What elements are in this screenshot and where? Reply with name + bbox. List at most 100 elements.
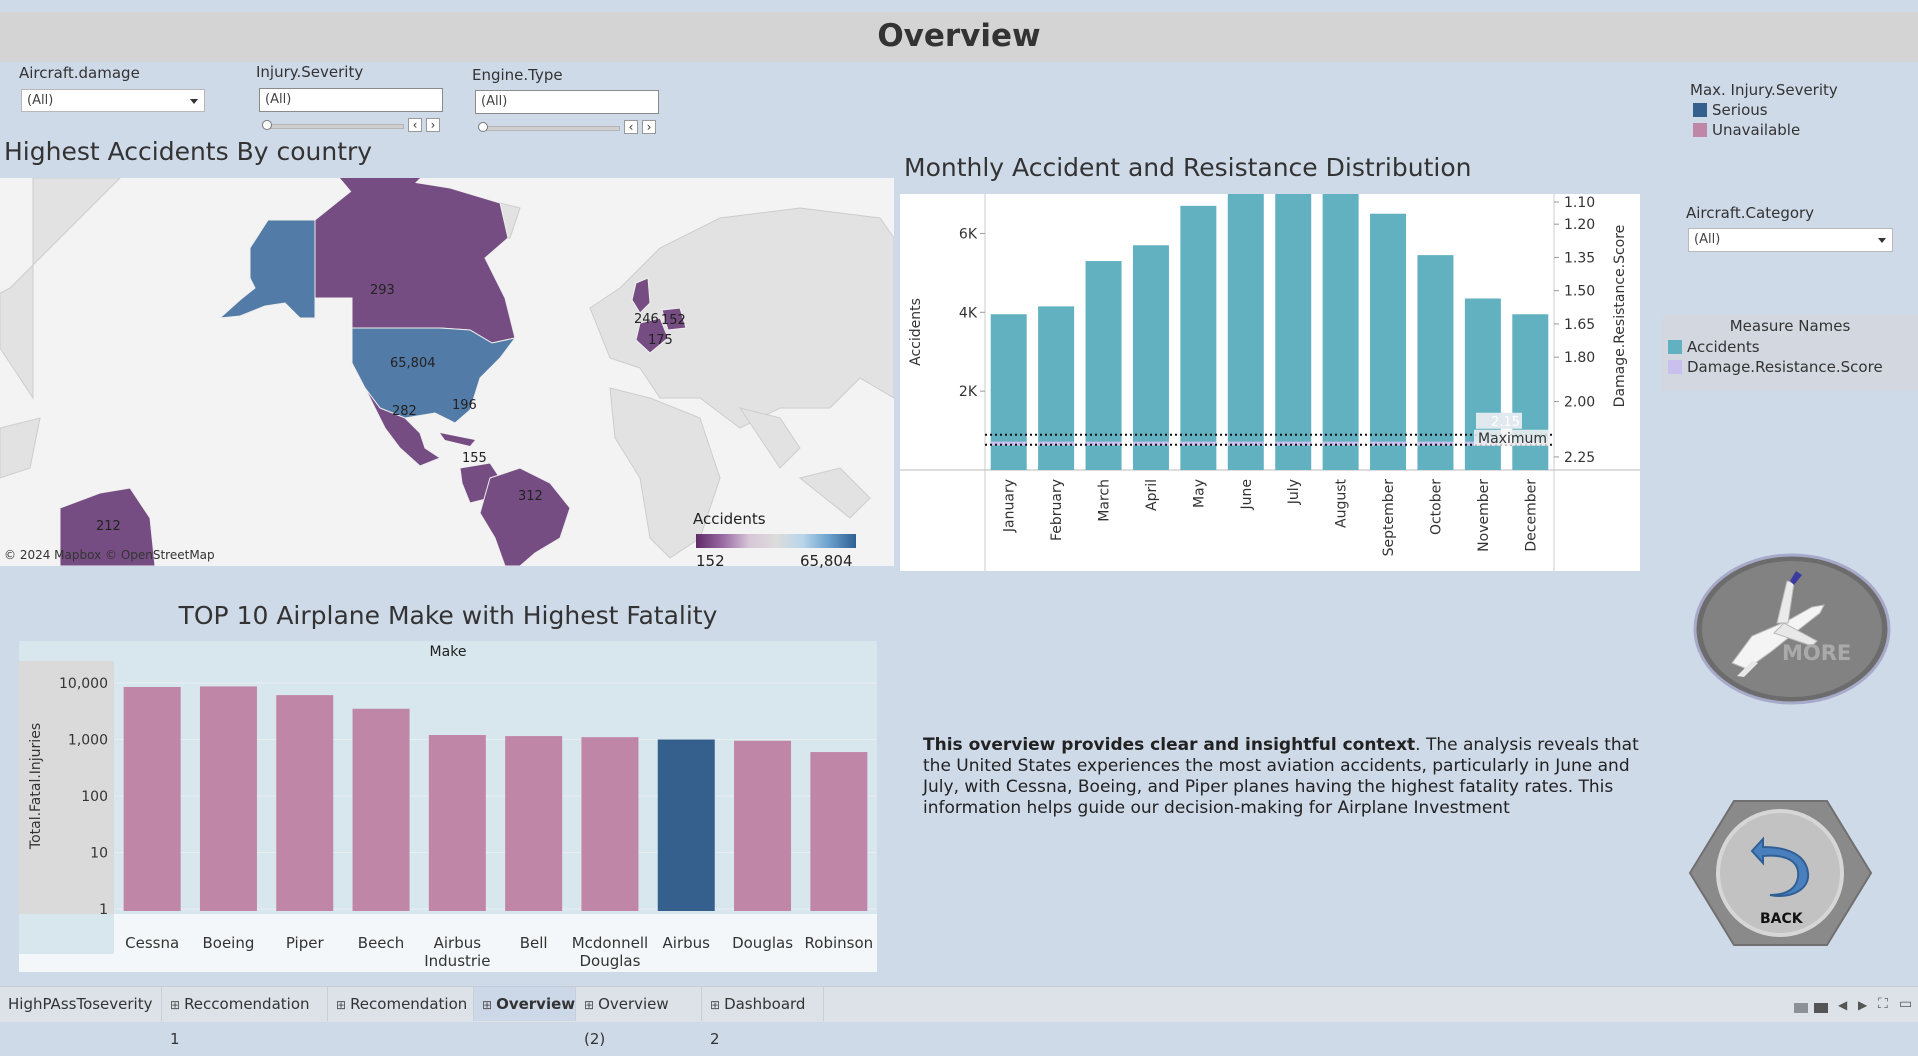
top10-bar-boeing [199, 686, 257, 911]
monthly-x-tick-october: October [1428, 479, 1444, 535]
map-region-mexico[interactable] [364, 387, 442, 467]
monthly-chart-title: Monthly Accident and Resistance Distribu… [904, 153, 1472, 182]
overview-summary-bold: This overview provides clear and insight… [923, 735, 1416, 755]
monthly-bar-may [1180, 205, 1217, 471]
presentation-icon[interactable]: ▭ [1899, 996, 1913, 1012]
engine-type-filter-label: Engine.Type [472, 66, 563, 84]
top10-x-tick-boeing: Boeing [202, 934, 254, 952]
injury-severity-prev-button[interactable]: ‹ [408, 118, 422, 132]
back-button[interactable]: BACK [1688, 799, 1873, 947]
top10-y-tick-label: 1,000 [68, 733, 108, 749]
top10-x-tick-robinson: Robinson [805, 934, 874, 952]
overview-summary-body: . The analysis reveals that the United S… [923, 735, 1639, 818]
monthly-x-tick-june: June [1239, 479, 1255, 511]
tab-overview-2[interactable]: ⊞ Overview (2) [576, 987, 702, 1048]
monthly-chart[interactable]: 2K 4K 6K 1.10 1.20 1.35 1.50 1.65 1.80 2.00 2.25 Ac… [900, 194, 1640, 571]
top10-chart[interactable]: 1 10 100 1,000 10,000 Total.Fatal.Injuries Ces… [19, 641, 877, 972]
top10-axis-panel [19, 661, 114, 914]
monthly-score-mark-june [1227, 441, 1264, 446]
monthly-reference-label-bg [1474, 429, 1550, 446]
map-canvas[interactable] [0, 177, 895, 567]
tab-recomendation[interactable]: ⊞ Recomendation [328, 987, 474, 1021]
top10-chart-canvas[interactable]: 1 10 100 1,000 10,000 Total.Fatal.Injuries Ces… [19, 641, 877, 972]
injury-severity-slider-track[interactable] [265, 124, 404, 129]
tab-overview[interactable]: ⊞ Overview [474, 987, 576, 1021]
map-title: Highest Accidents By country [4, 137, 373, 166]
legend-item-accidents[interactable]: Accidents [1668, 338, 1760, 356]
dashboard-icon: ⊞ [482, 998, 493, 1012]
page-title: Overview [877, 18, 1041, 54]
tab-dashboard-2[interactable]: ⊞ Dashboard 2 [702, 987, 824, 1048]
monthly-left-tick-label: 2K [959, 384, 978, 400]
aircraft-category-dropdown[interactable]: (All) [1688, 228, 1893, 252]
top10-bar-robinson [810, 752, 868, 911]
next-sheet-icon[interactable]: ▶ [1858, 998, 1868, 1012]
map-attribution: © 2024 Mapbox © OpenStreetMap [4, 548, 215, 562]
monthly-bar-march [1085, 261, 1122, 470]
injury-severity-input[interactable]: (All) [259, 88, 443, 112]
single-view-icon[interactable] [1814, 1003, 1828, 1013]
tab-reccomendation-1[interactable]: ⊞ Reccomendation 1 [162, 987, 328, 1048]
map-label-canada: 293 [370, 283, 395, 298]
engine-type-prev-button[interactable]: ‹ [624, 120, 638, 134]
monthly-score-mark-august [1322, 441, 1359, 446]
engine-type-input[interactable]: (All) [475, 90, 659, 114]
prev-sheet-icon[interactable]: ◀ [1838, 998, 1848, 1012]
map-legend-title: Accidents [693, 510, 766, 528]
map-label-brazil: 312 [518, 489, 543, 504]
injury-severity-next-button[interactable]: › [426, 118, 440, 132]
monthly-right-tick-label: 1.20 [1564, 217, 1595, 233]
dashboard-icon: ⊞ [336, 998, 347, 1012]
top10-x-tick-cessna: Cessna [125, 934, 179, 952]
monthly-score-mark-july [1275, 441, 1312, 446]
engine-type-slider-handle[interactable] [478, 122, 488, 132]
monthly-reference-label: Maximum [1478, 431, 1547, 447]
monthly-x-tick-august: August [1334, 478, 1350, 528]
tab-highpasstoseverity[interactable]: HighPAssToseverity [0, 987, 162, 1021]
engine-type-slider-track[interactable] [481, 126, 620, 131]
map-region-alaska[interactable] [218, 219, 316, 319]
aircraft-damage-filter-label: Aircraft.damage [19, 64, 140, 82]
legend-item-serious[interactable]: Serious [1693, 101, 1768, 119]
dashboard-icon: ⊞ [584, 998, 595, 1012]
monthly-score-mark-march [1085, 441, 1122, 446]
monthly-bar-august [1322, 194, 1359, 470]
legend-item-damage-resistance[interactable]: Damage.Resistance.Score [1668, 358, 1883, 376]
aircraft-damage-dropdown[interactable]: (All) [21, 89, 205, 112]
monthly-bar-april [1132, 245, 1169, 470]
top10-label-corner [19, 914, 114, 954]
top10-x-tick-airbus-industrie: Airbus [434, 934, 482, 952]
monthly-score-mark-may [1180, 441, 1217, 446]
top10-bar-bell [505, 736, 563, 911]
back-button-label: BACK [1760, 911, 1803, 927]
dashboard-icon: ⊞ [170, 998, 181, 1012]
legend-item-unavailable[interactable]: Unavailable [1693, 121, 1800, 139]
top10-chart-title: TOP 10 Airplane Make with Highest Fatali… [178, 601, 718, 630]
measure-names-legend-title: Measure Names [1729, 317, 1851, 335]
map-region-france[interactable] [635, 317, 669, 354]
monthly-x-tick-december: December [1523, 479, 1539, 552]
more-button[interactable]: MORE [1692, 551, 1892, 706]
monthly-x-tick-january: January [1002, 479, 1018, 533]
monthly-right-tick-label: 1.50 [1564, 284, 1595, 300]
fullscreen-icon[interactable]: ⛶ [1878, 996, 1888, 1012]
top10-y-tick-label: 10 [90, 846, 108, 862]
map-region-uk[interactable] [631, 277, 651, 314]
monthly-score-mark-october [1417, 441, 1454, 446]
map-region-caribbean [440, 433, 475, 446]
monthly-bar-september [1370, 213, 1407, 470]
back-arrow-icon [1750, 836, 1810, 897]
dashboard-icon: ⊞ [710, 998, 721, 1012]
monthly-x-tick-march: March [1097, 479, 1113, 522]
monthly-chart-canvas[interactable]: 2K 4K 6K 1.10 1.20 1.35 1.50 1.65 1.80 2.00 2.25 Ac… [900, 194, 1640, 571]
map-region-germany[interactable] [661, 307, 687, 331]
injury-severity-slider-handle[interactable] [262, 120, 272, 130]
top10-x-tick-airbus: Airbus [663, 934, 711, 952]
monthly-x-tick-july: July [1286, 479, 1302, 505]
top10-x-tick-mcdonnell-douglas: Douglas [579, 952, 640, 970]
accidents-map[interactable]: 293 65,804 282 196 155 312 212 246 152 1… [0, 177, 895, 570]
engine-type-next-button[interactable]: › [642, 120, 656, 134]
top10-bar-piper [276, 695, 334, 911]
grid-view-icon[interactable] [1794, 1003, 1808, 1013]
map-region-brazil[interactable] [479, 467, 571, 567]
